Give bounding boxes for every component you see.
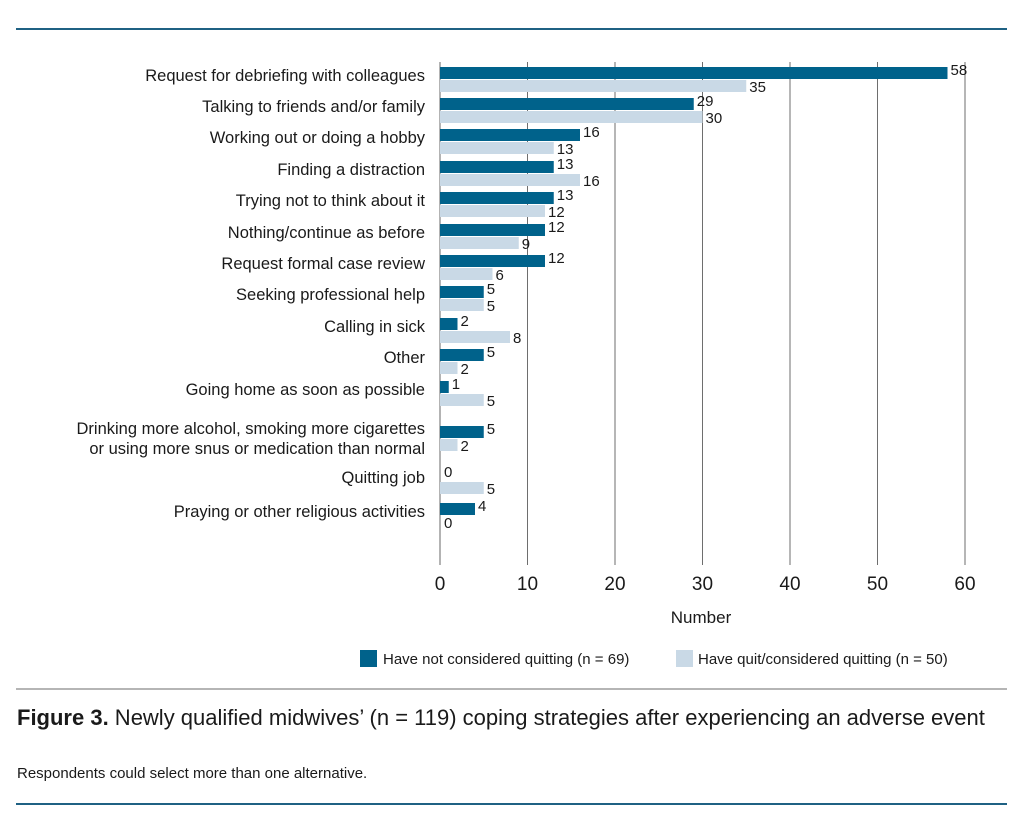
bar [440,286,484,298]
value-label: 6 [496,267,504,284]
category-label: Request formal case review [221,255,425,273]
figure-label: Figure 3. [17,705,109,730]
bar [440,318,458,330]
value-label: 8 [513,330,521,347]
bar [440,161,554,173]
category-label: Drinking more alcohol, smoking more ciga… [77,420,425,438]
bar [440,331,510,343]
top-rule [16,28,1007,30]
value-label: 0 [444,464,452,481]
x-tick-label: 0 [435,574,446,595]
category-label: Other [384,349,426,367]
bar [440,299,484,311]
value-label: 5 [487,344,495,361]
x-axis-title: Number [671,608,732,627]
value-label: 16 [583,124,600,141]
legend-label: Have quit/considered quitting (n = 50) [698,651,948,668]
category-label: Trying not to think about it [236,192,426,210]
x-tick-label: 60 [954,574,975,595]
value-label: 2 [461,361,469,378]
bottom-rule [16,803,1007,805]
value-label: 30 [706,110,723,127]
value-label: 29 [697,93,714,110]
value-label: 35 [749,79,766,96]
bar [440,439,458,451]
category-label: Working out or doing a hobby [210,129,426,147]
bar [440,268,493,280]
bar [440,174,580,186]
value-label: 2 [461,438,469,455]
bar [440,111,703,123]
bar [440,224,545,236]
bar [440,129,580,141]
category-label: Quitting job [342,469,425,487]
legend-label: Have not considered quitting (n = 69) [383,651,629,668]
value-label: 13 [557,141,574,158]
bar [440,205,545,217]
value-label: 58 [951,62,968,79]
bar [440,362,458,374]
bar [440,255,545,267]
bar [440,503,475,515]
x-tick-label: 40 [779,574,800,595]
bar [440,80,747,92]
x-tick-label: 50 [867,574,888,595]
bar [440,349,484,361]
category-label: Talking to friends and/or family [202,98,426,116]
value-label: 4 [478,498,486,515]
category-label: Request for debriefing with colleagues [145,67,425,85]
caption-divider [16,688,1007,690]
value-label: 5 [487,298,495,315]
category-label: Calling in sick [324,318,426,336]
legend-swatch [360,650,377,667]
value-label: 12 [548,250,565,267]
value-label: 5 [487,393,495,410]
value-label: 13 [557,156,574,173]
value-label: 12 [548,204,565,221]
category-label: or using more snus or medication than no… [89,440,425,458]
figure-note: Respondents could select more than one a… [17,765,368,782]
value-label: 12 [548,219,565,236]
bar [440,237,519,249]
category-label: Finding a distraction [277,161,425,179]
value-label: 5 [487,281,495,298]
bar [440,192,554,204]
value-label: 1 [452,376,460,393]
value-label: 16 [583,173,600,190]
figure-caption: Figure 3. Newly qualified midwives’ (n =… [17,704,997,731]
bar [440,426,484,438]
x-tick-label: 20 [604,574,625,595]
x-tick-label: 30 [692,574,713,595]
x-tick-label: 10 [517,574,538,595]
value-label: 2 [461,313,469,330]
bar [440,381,449,393]
value-label: 9 [522,236,530,253]
value-label: 0 [444,515,452,532]
value-label: 5 [487,481,495,498]
category-label: Seeking professional help [236,286,425,304]
figure-title: Newly qualified midwives’ (n = 119) copi… [108,705,985,730]
bar [440,394,484,406]
bar [440,142,554,154]
category-label: Praying or other religious activities [174,503,425,521]
bar [440,98,694,110]
category-label: Nothing/continue as before [228,224,425,242]
value-label: 5 [487,421,495,438]
bar [440,482,484,494]
legend-swatch [676,650,693,667]
category-label: Going home as soon as possible [186,381,425,399]
bar [440,67,948,79]
value-label: 13 [557,187,574,204]
